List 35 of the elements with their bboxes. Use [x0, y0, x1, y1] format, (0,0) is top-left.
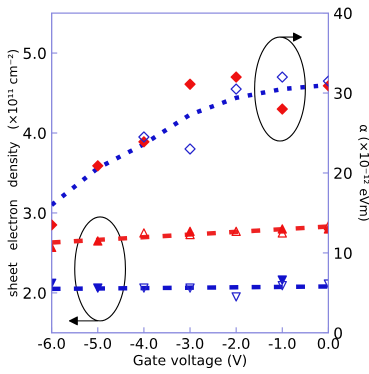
point — [230, 71, 242, 83]
y2-tick-label: 30 — [334, 88, 352, 100]
y2-tick-label: 20 — [334, 167, 352, 179]
point — [138, 131, 150, 143]
point — [231, 226, 241, 236]
x-tick-label: -2.0 — [222, 338, 250, 350]
y2-tick-label: 10 — [334, 247, 352, 259]
y-tick-label: 3.0 — [24, 207, 46, 219]
y-tick-label: 5.0 — [24, 48, 46, 60]
y-axis-title: sheet electron density (×10¹¹ cm⁻²) — [8, 50, 20, 296]
point — [93, 236, 102, 246]
point — [278, 281, 287, 290]
x-tick-label: 0.0 — [318, 338, 340, 350]
y2-tick-label: 40 — [334, 8, 352, 20]
point — [93, 283, 102, 293]
point — [230, 83, 242, 95]
y2-tick-label: 0 — [334, 327, 342, 339]
point — [276, 103, 288, 115]
y-tick-label: 4.0 — [23, 127, 46, 140]
x-tick-label: -5.0 — [84, 338, 112, 350]
x-axis-title: Gate voltage (V) — [134, 354, 246, 368]
point — [276, 71, 288, 83]
point — [184, 143, 196, 155]
x-tick-label: -3.0 — [176, 338, 204, 350]
x-tick-label: -4.0 — [130, 338, 158, 350]
point — [185, 283, 195, 293]
point — [231, 292, 241, 302]
x-tick-label: -6.0 — [38, 338, 65, 350]
point — [139, 228, 149, 238]
x-tick-label: -1.0 — [268, 338, 296, 350]
y2-axis-title: α (×10⁻¹² eVm) — [358, 124, 369, 221]
y-tick-label: 2.0 — [24, 287, 46, 299]
point — [139, 283, 149, 293]
point — [184, 78, 196, 90]
point — [92, 160, 104, 172]
